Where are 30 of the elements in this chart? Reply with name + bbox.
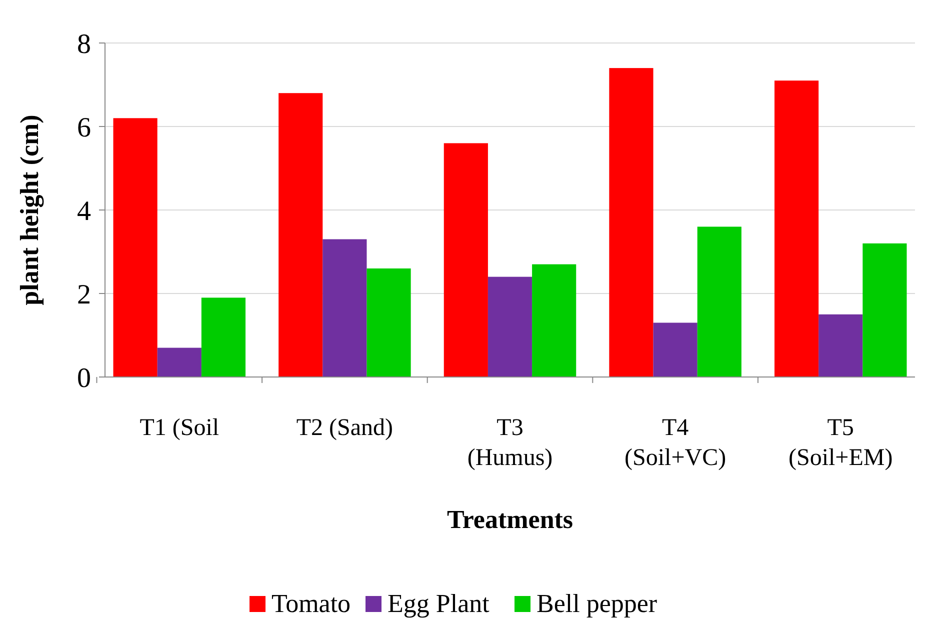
bar — [532, 264, 576, 377]
bar — [862, 243, 907, 377]
legend-label: Bell pepper — [536, 589, 658, 618]
x-axis-title: Treatments — [446, 505, 574, 534]
bar — [444, 143, 488, 377]
y-tick-label: 2 — [77, 279, 91, 310]
y-axis-title: plant height (cm) — [15, 114, 44, 306]
y-tick-label: 0 — [77, 362, 91, 394]
x-tick-label: T5 (Soil+EM) — [788, 415, 893, 471]
x-tick-label: T1 (Soil — [140, 415, 220, 441]
bar — [278, 93, 323, 377]
bar — [488, 276, 532, 377]
x-tick-label: T3 (Humus) — [467, 415, 553, 471]
y-tick-label: 8 — [77, 28, 91, 60]
bar — [609, 68, 654, 377]
bar — [653, 322, 698, 377]
legend-label: Egg Plant — [388, 589, 490, 618]
bar — [113, 118, 158, 377]
bar — [201, 298, 246, 377]
bar — [157, 348, 202, 377]
legend-label: Tomato — [272, 589, 351, 618]
x-tick-label: T2 (Sand) — [296, 415, 394, 441]
bar — [322, 239, 367, 377]
bar — [697, 226, 742, 377]
y-tick-label: 4 — [77, 196, 91, 227]
x-tick-label: T4 (Soil+VC) — [624, 415, 726, 471]
bar — [774, 80, 819, 377]
bar — [818, 314, 863, 377]
bar — [366, 268, 411, 377]
y-tick-label: 6 — [77, 112, 91, 144]
